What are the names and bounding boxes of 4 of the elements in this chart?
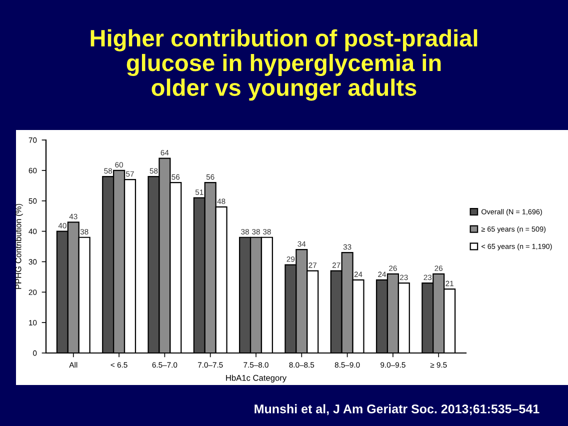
chart-title: Higher contribution of post-pradial glucose in hyperglycemia in older vs younger adults xyxy=(90,29,478,101)
y-axis-title: PPHG Contribution (%) xyxy=(15,204,23,289)
x-axis-title: HbA1c Category xyxy=(226,374,287,382)
text: Munshi et al, J Am Geriatr Soc. 2013;61:535–541 xyxy=(254,404,540,416)
